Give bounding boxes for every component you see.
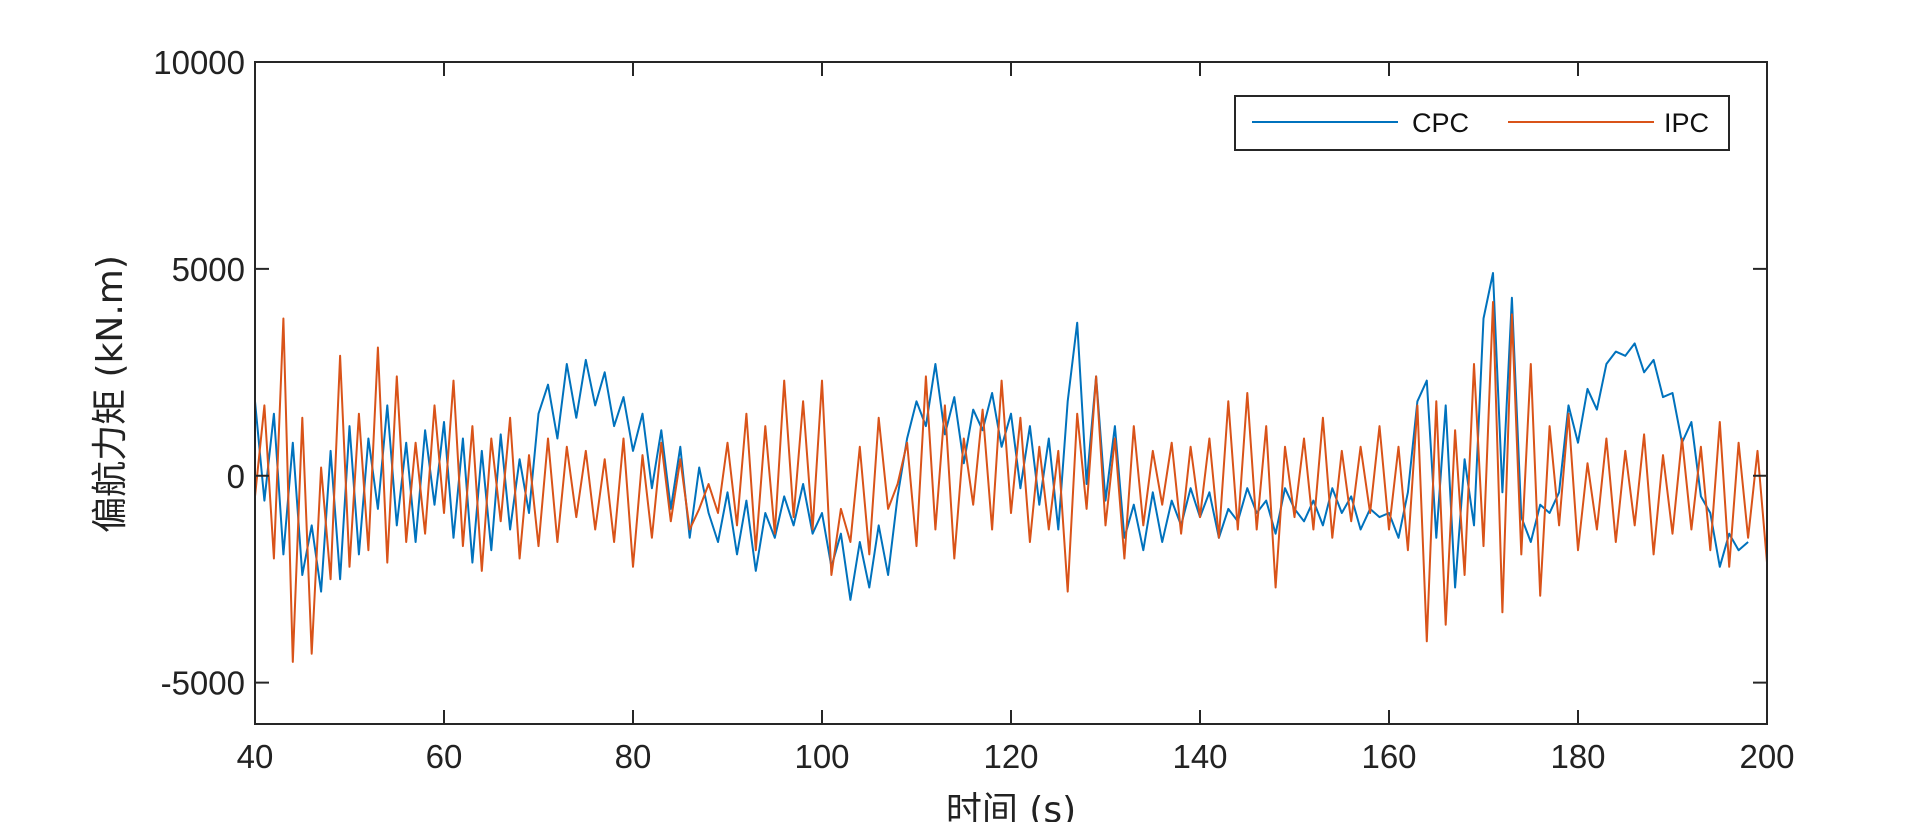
y-tick-label: 10000	[153, 44, 245, 81]
legend-label-cpc: CPC	[1412, 108, 1469, 138]
plot-frame	[254, 61, 1768, 725]
plot-background	[255, 62, 1767, 724]
x-tick-label: 120	[983, 738, 1038, 775]
x-tick-label: 40	[237, 738, 274, 775]
series-line-cpc	[254, 272, 1749, 601]
legend-label-ipc: IPC	[1664, 108, 1709, 138]
x-axis-label: 时间 (s)	[946, 790, 1076, 822]
x-tick-label: 140	[1172, 738, 1227, 775]
x-tick-label: 100	[794, 738, 849, 775]
y-tick-label: -5000	[161, 665, 245, 702]
y-tick-label: 0	[227, 458, 245, 495]
x-tick-label: 160	[1361, 738, 1416, 775]
x-tick-label: 80	[615, 738, 652, 775]
legend: CPC IPC	[1234, 95, 1730, 151]
x-tick-label: 180	[1550, 738, 1605, 775]
x-tick-label: 60	[426, 738, 463, 775]
series-layer	[254, 272, 1768, 663]
x-tick-label: 200	[1739, 738, 1794, 775]
y-axis-label: 偏航力矩 (kN.m)	[90, 255, 131, 533]
series-line-ipc	[254, 301, 1768, 663]
ticks-layer: 40 60 80 100 120 140 160 180 200 -5000 0 5000 10000	[153, 44, 1794, 775]
y-tick-label: 5000	[172, 251, 245, 288]
